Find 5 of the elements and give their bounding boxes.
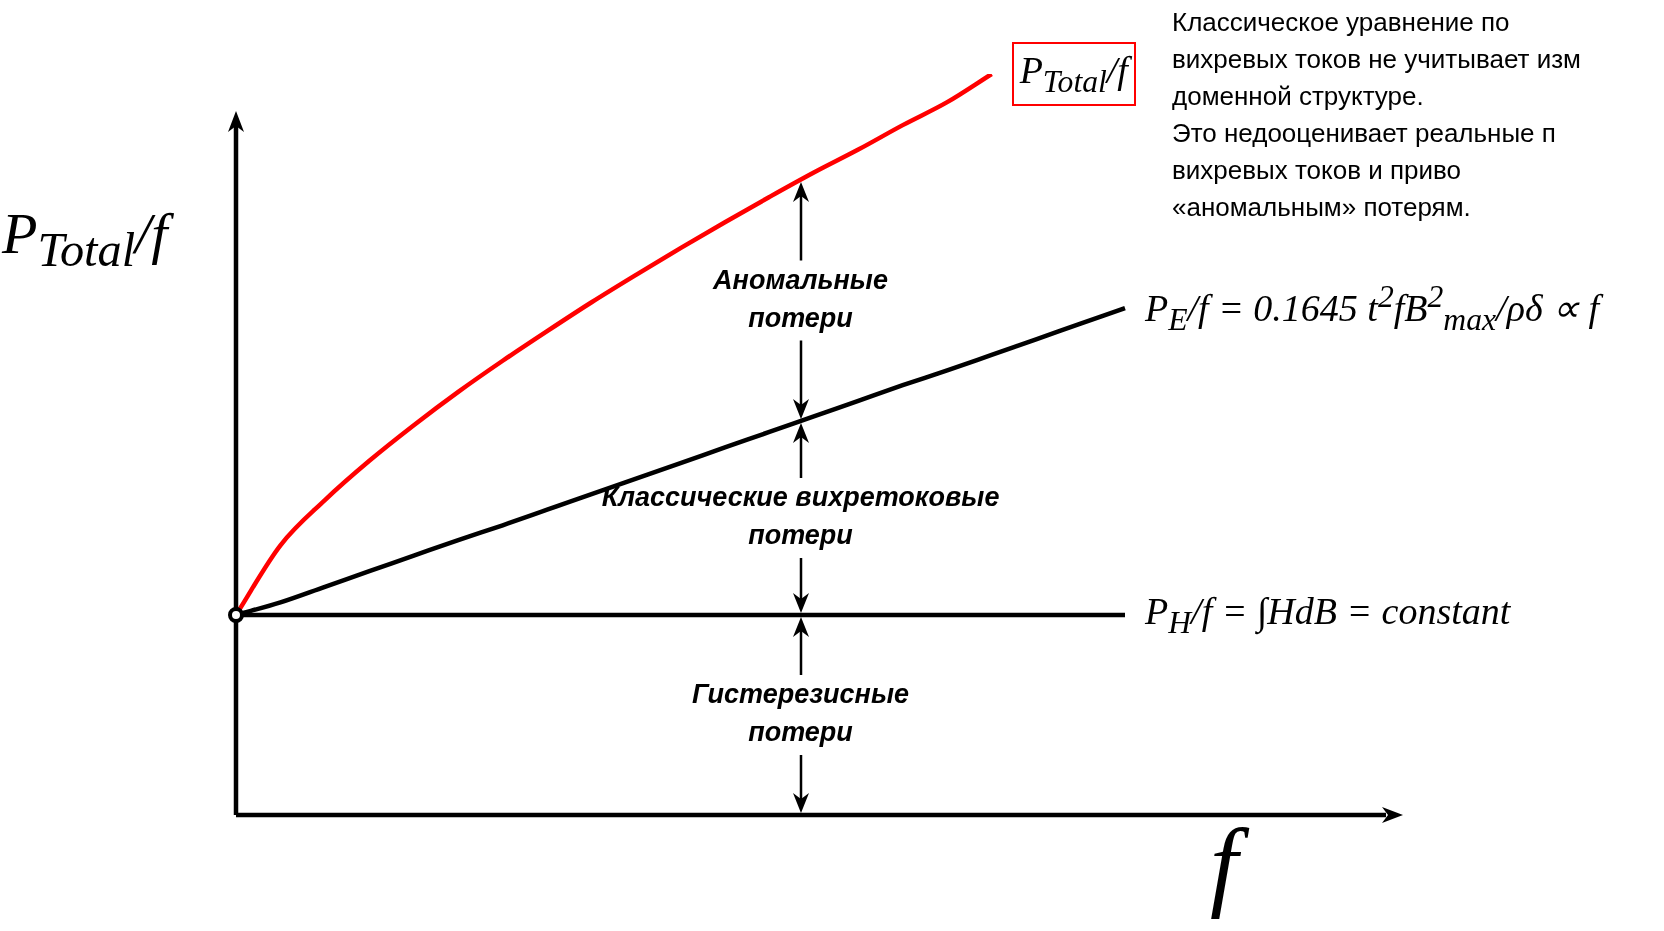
series-label: P$_{H}$/f = ∫HdB = constant	[1145, 589, 1511, 640]
annotation: Гистерезисные потери	[692, 679, 909, 748]
text: Классическое уравнение по вихревых токов не учитывает изм доменной структуре. Это недооценивает реальные п вихревых токов и приво «аномальным» потерям.	[1172, 6, 1581, 224]
annotation: Аномальные потери	[712, 264, 888, 333]
annotation: Классические вихретоковые потери	[601, 482, 1000, 551]
